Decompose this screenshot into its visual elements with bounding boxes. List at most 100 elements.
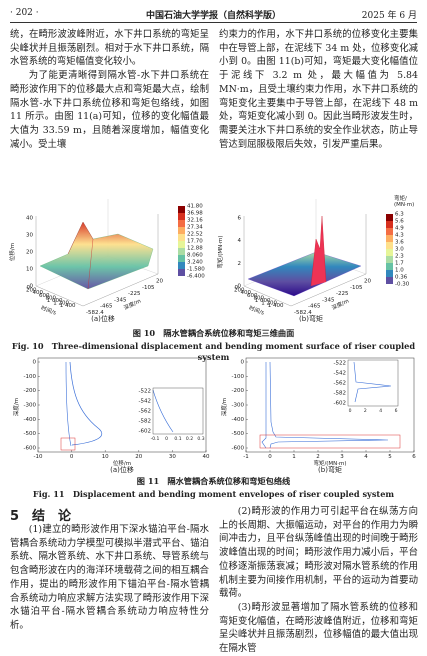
caption-cn: 图 10 隔水管耦合系统位移和弯矩三维曲面	[132, 328, 295, 338]
caption-cn: 图 11 隔水管耦合系统位移和弯矩包络线	[136, 476, 291, 486]
y-axis-label: 深度/m	[12, 398, 20, 416]
depth-tick-label: 20	[364, 279, 371, 285]
inset-frame	[347, 359, 399, 407]
y-tick-label: -200	[24, 388, 37, 394]
inset-frame	[152, 387, 204, 435]
inset-y-tick: -542	[139, 399, 151, 405]
surface-spike	[310, 215, 327, 287]
x-tick-label: 6	[412, 454, 416, 460]
depth-tick-label: -225	[336, 291, 349, 297]
y-tick-label: -200	[232, 388, 245, 394]
x-tick-label: 30	[169, 454, 176, 460]
colorbar-label: 6.3	[395, 212, 404, 218]
z-tick-label: 0	[30, 284, 34, 290]
colorbar-label: 4.9	[395, 226, 404, 232]
time-tick-label: 800	[46, 295, 57, 301]
paragraph: (2)畸形波的作用力可引起平台在纵荡方向上的长周期、大振幅运动，对平台的作用力为…	[219, 506, 418, 600]
colorbar-label: -6.400	[187, 274, 205, 280]
colorbar-label: 2.3	[395, 254, 404, 260]
colorbar-label: 32.16	[187, 218, 203, 224]
header-rule	[10, 22, 417, 23]
zoom-box	[259, 434, 401, 449]
time-tick-label: 1 400	[60, 303, 76, 309]
time-tick-label: 1 000	[255, 298, 271, 304]
inset-x-tick: 0	[349, 408, 352, 414]
y-tick-label: 0	[33, 360, 37, 366]
axis-box	[243, 214, 367, 307]
caption-en: Fig. 10 Three-dimensional displacement a…	[11, 341, 416, 362]
page-number: · 202 ·	[10, 8, 39, 18]
z-tick-label: 2	[238, 261, 242, 267]
time-tick-label: 1 200	[53, 301, 69, 307]
colorbar-label: 1.0	[395, 268, 404, 274]
colorbar-swatch	[386, 235, 393, 242]
subcaption: (a)位移	[91, 314, 115, 323]
time-tick-label: 0	[235, 285, 239, 291]
colorbar-label: -0.30	[395, 282, 410, 288]
colorbar-swatch	[386, 228, 393, 235]
colorbar-swatch	[178, 213, 185, 220]
depth-tick-label: -345	[322, 297, 335, 303]
caption-en: Fig. 11 Displacement and bending moment …	[32, 489, 395, 499]
x-tick-label: 40	[203, 454, 210, 460]
envelope-curve	[261, 362, 267, 449]
depth-tick-label: -582.4	[86, 310, 104, 316]
inset-curve	[152, 389, 174, 433]
issue-date: 2025 年 6 月	[361, 11, 417, 21]
y-tick-label: -500	[24, 431, 37, 437]
x-tick-label: 0	[268, 454, 272, 460]
y-tick-label: 0	[241, 360, 245, 366]
z-tick-label: 6	[238, 216, 242, 222]
colorbar-swatch	[178, 248, 185, 255]
time-tick-label: 200	[26, 288, 37, 294]
subcaption: (b)弯矩	[318, 465, 342, 474]
colorbar-label: 36.98	[187, 211, 203, 217]
x-tick-label: 3	[340, 454, 344, 460]
inset-x-tick: 0	[165, 436, 168, 442]
paragraph: (1)建立的畸形波作用下深水锚泊平台-隔水管耦合系统动力学模型可模拟半潜式平台、…	[10, 524, 209, 631]
inset-y-tick: -542	[334, 371, 346, 377]
time-tick-label: 1 200	[261, 301, 277, 307]
x-tick-label: 1	[292, 454, 296, 460]
colorbar-swatch	[178, 206, 185, 213]
y-tick-label: -100	[232, 374, 245, 380]
surface	[39, 221, 154, 290]
z-tick-label: 20	[26, 250, 33, 256]
inset-curve	[353, 361, 392, 403]
inset-y-tick: -562	[139, 409, 151, 415]
colorbar-label: 1.7	[395, 261, 404, 267]
axis-box	[35, 214, 159, 307]
subcaption: (a)位移	[110, 465, 134, 474]
x-axis-label: 弯矩/(MN·m)	[313, 459, 346, 467]
time-tick-label: 400	[241, 290, 252, 296]
colorbar-swatch	[178, 262, 185, 269]
z-tick-label: 4	[238, 238, 242, 244]
time-tick-label: 1 400	[268, 303, 284, 309]
inset-x-tick: 0.1	[174, 436, 181, 442]
zoom-box	[60, 437, 76, 451]
x-tick-label: -10	[34, 454, 43, 460]
z-axis-label: 弯矩/(MN·m)	[216, 235, 224, 268]
x-axis-label: 位移/m	[113, 459, 131, 467]
colorbar-swatch	[178, 234, 185, 241]
colorbar-swatch	[386, 270, 393, 277]
paragraph: 统，在畸形波波峰附近，水下井口系统的弯矩呈尖峰状并且振荡剧烈。相对于水下井口系统…	[10, 29, 209, 68]
y-tick-label: -100	[24, 374, 37, 380]
z-tick-label: 10	[26, 267, 33, 273]
inset-x-tick: 0.3	[197, 436, 204, 442]
colorbar-swatch	[386, 249, 393, 256]
x-tick-label: 5	[388, 454, 392, 460]
inset-x-tick: 6	[395, 408, 398, 414]
colorbar-swatch	[386, 214, 393, 221]
y-tick-label: -400	[24, 417, 37, 423]
colorbar-label: 5.6	[395, 219, 404, 225]
colorbar-label: 8.060	[187, 253, 203, 259]
depth-tick-label: -105	[350, 285, 363, 291]
colorbar-swatch	[386, 242, 393, 249]
x-tick-label: -1	[243, 454, 248, 460]
envelope-curve	[269, 361, 389, 449]
colorbar-label: 4.3	[395, 233, 404, 239]
time-tick-label: 0	[27, 285, 31, 291]
